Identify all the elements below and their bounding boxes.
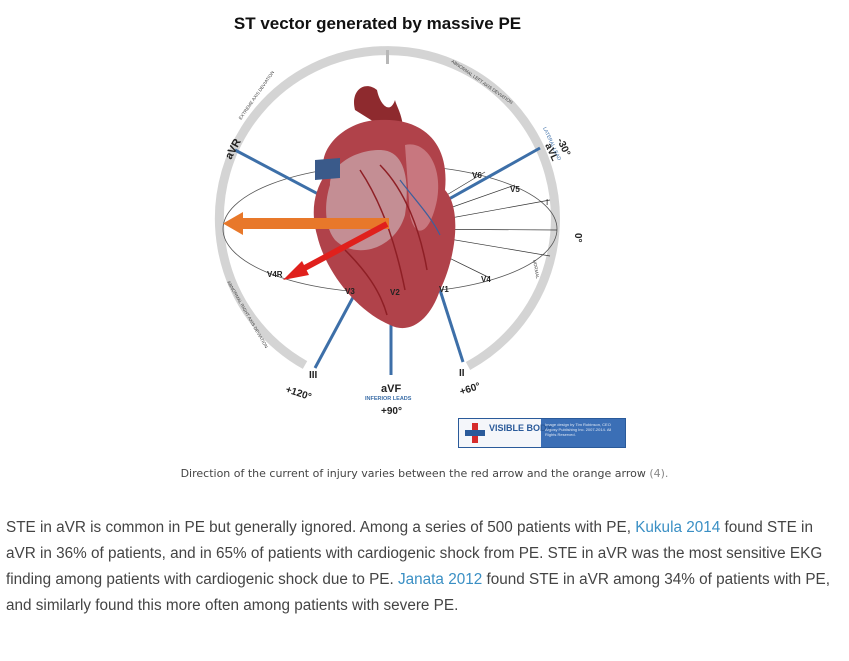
- paragraph-text: found STE in aVR in 36% of patients, and…: [6, 519, 823, 588]
- ring-tick: [386, 50, 389, 64]
- visible-body-logo: VISIBLE BODY Image design by Tim Robinso…: [458, 418, 626, 448]
- janata-2012-link[interactable]: Janata 2012: [398, 571, 483, 588]
- label-inferior-leads: INFERIOR LEADS: [365, 396, 412, 402]
- kukula-2014-link[interactable]: Kukula 2014: [635, 519, 721, 536]
- label-abnormal-right: ABNORMAL RIGHT AXIS DEVIATION: [226, 280, 269, 349]
- red-arrow: [283, 221, 389, 280]
- logo-credit: Image design by Tim Robinson, CEO Argosy…: [545, 422, 612, 437]
- cross-icon: [465, 423, 485, 443]
- hexaxial-diagram: aVR aVL -30° LATERAL LEAD 0° III +120° a…: [214, 46, 583, 417]
- orange-arrow: [223, 212, 389, 235]
- paragraph-text: STE in aVR is common in PE but generally…: [6, 519, 636, 536]
- figure-title: ST vector generated by massive PE: [233, 14, 522, 33]
- label-plus60: +60°: [459, 381, 482, 398]
- label-v1: V1: [439, 285, 449, 294]
- paragraph-text: found STE in aVR among 34% of patients w…: [6, 571, 831, 614]
- label-plus120: +120°: [284, 384, 313, 403]
- caption-ref: (4).: [649, 467, 669, 480]
- label-v2: V2: [390, 288, 400, 297]
- logo-name: VISIBLE BODY: [489, 423, 553, 433]
- lead-line-ii: [438, 289, 465, 363]
- label-v5: V5: [510, 185, 520, 194]
- caption-text: Direction of the current of injury varie…: [180, 467, 646, 480]
- figure-caption: Direction of the current of injury varie…: [0, 467, 849, 480]
- label-iii: III: [309, 370, 318, 381]
- label-v4: V4: [481, 275, 491, 284]
- label-i: I: [546, 198, 548, 207]
- figure: ST vector generated by massive PE: [205, 0, 635, 462]
- label-abnormal-left: ABNORMAL LEFT AXIS DEVIATION: [450, 59, 513, 105]
- label-ii: II: [459, 368, 465, 379]
- label-v3: V3: [345, 287, 355, 296]
- body-paragraph: STE in aVR is common in PE but generally…: [6, 515, 836, 619]
- label-v6: V6: [472, 171, 482, 180]
- label-zero: 0°: [572, 233, 583, 243]
- label-v4r: V4R: [267, 270, 283, 279]
- label-plus90: +90°: [381, 406, 402, 417]
- heart-illustration: [313, 86, 456, 329]
- label-normal: NORMAL: [532, 259, 540, 279]
- label-avf: aVF: [381, 383, 401, 395]
